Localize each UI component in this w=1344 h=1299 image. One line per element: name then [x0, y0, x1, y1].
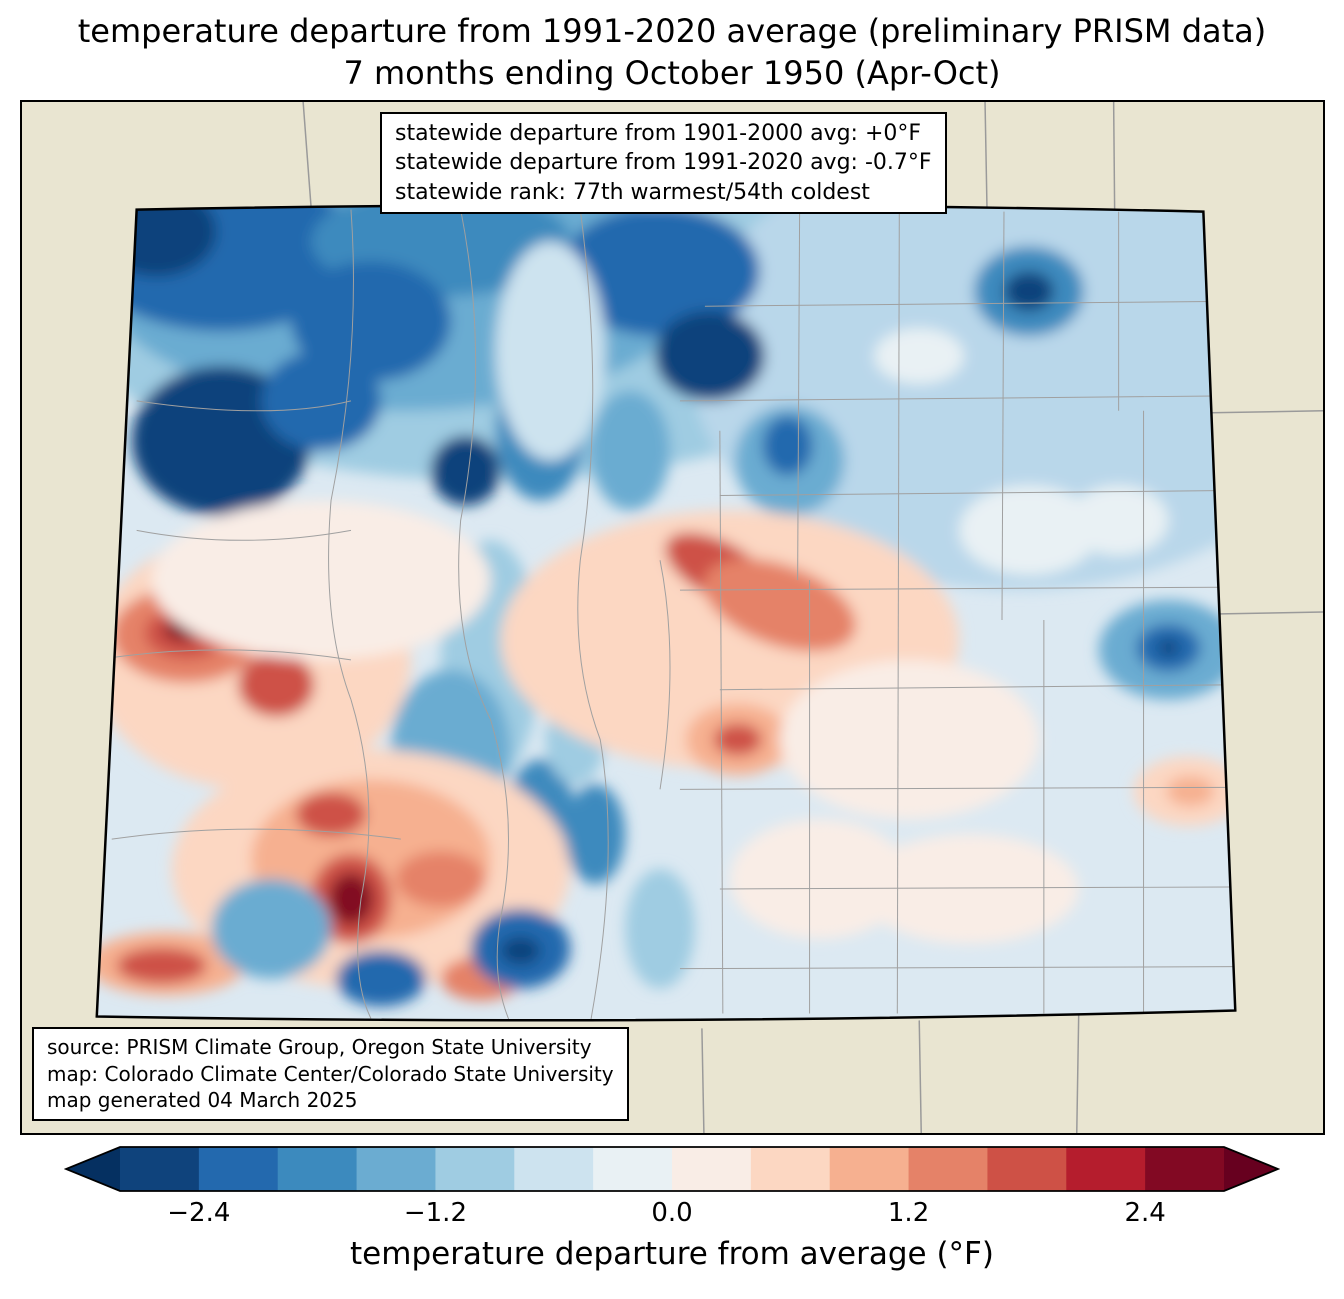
stats-line-1: statewide departure from 1901-2000 avg: …: [395, 121, 922, 146]
source-box: source: PRISM Climate Group, Oregon Stat…: [32, 1027, 629, 1121]
stats-line-2: statewide departure from 1991-2020 avg: …: [395, 150, 932, 176]
source-line-2: map: Colorado Climate Center/Colorado St…: [47, 1061, 614, 1086]
colorbar-tick-label: −2.4: [167, 1198, 231, 1228]
anomaly-blobs: [96, 205, 1236, 1007]
map-axes: statewide departure from 1901-2000 avg: …: [20, 100, 1325, 1135]
colorbar-label: temperature departure from average (°F): [350, 1236, 994, 1272]
neighbor-state-lines: [302, 102, 1323, 1133]
colorado-anomaly-map: [95, 102, 1323, 1133]
colorbar-ticks: −2.4 −1.2 0.0 1.2 2.4: [64, 1198, 1280, 1230]
source-line-3: map generated 04 March 2025: [47, 1088, 358, 1113]
colorbar-right-arrow: [1224, 1147, 1278, 1191]
colorbar-outline: [63, 1146, 1281, 1192]
colorbar-tick-label: 1.2: [887, 1198, 930, 1228]
colorbar-tick-label: 0.0: [651, 1198, 693, 1228]
colorbar-tick-label: 2.4: [1124, 1198, 1166, 1228]
county-lines: [96, 209, 1236, 1021]
title-line-1: temperature departure from 1991-2020 ave…: [77, 12, 1267, 50]
colorbar-svg: [63, 1146, 1281, 1192]
state-fill-area: [96, 205, 1236, 1021]
figure-title: temperature departure from 1991-2020 ave…: [0, 10, 1344, 94]
colorbar-tick-label: −1.2: [403, 1198, 467, 1228]
colorbar-left-arrow: [66, 1147, 120, 1191]
stats-box: statewide departure from 1901-2000 avg: …: [380, 112, 947, 214]
stats-line-3: statewide rank: 77th warmest/54th coldes…: [395, 179, 870, 205]
source-line-1: source: PRISM Climate Group, Oregon Stat…: [47, 1035, 592, 1060]
colorbar: [63, 1146, 1281, 1192]
colorbar-segments: [120, 1147, 1225, 1191]
title-line-2: 7 months ending October 1950 (Apr-Oct): [343, 54, 1001, 93]
